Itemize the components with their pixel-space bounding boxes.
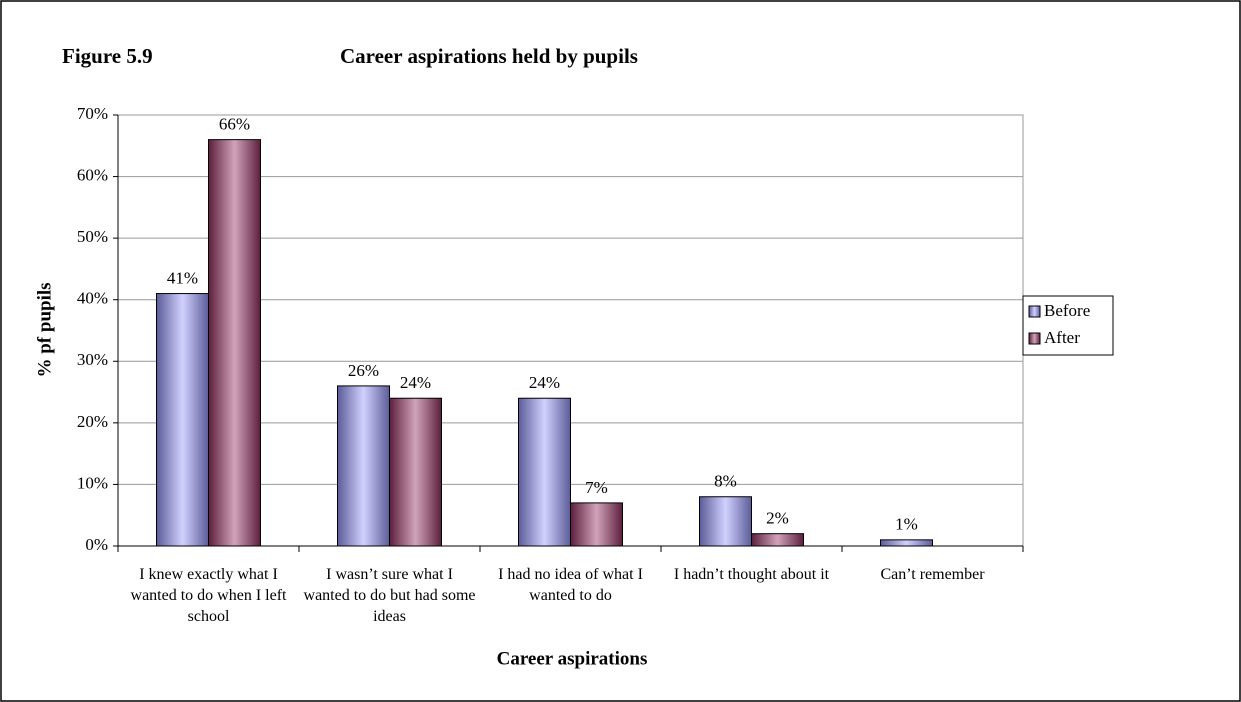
x-tick-label: I hadn’t thought about it: [673, 566, 830, 583]
y-tick-label: 60%: [77, 165, 108, 184]
x-tick-label: I wasn’t sure what I wanted to do but ha…: [303, 566, 476, 625]
bar: [570, 502, 623, 547]
data-label: 26%: [348, 361, 379, 380]
data-label: 41%: [167, 268, 198, 287]
data-label: 7%: [585, 478, 608, 497]
bar: [751, 533, 804, 547]
x-tick-label: Can’t remember: [880, 566, 985, 583]
data-label: 24%: [400, 373, 431, 392]
y-tick-label: 40%: [77, 289, 108, 308]
y-tick-label: 30%: [77, 350, 108, 369]
y-axis-label: % pf pupils: [34, 282, 55, 377]
data-label: 8%: [714, 472, 737, 491]
legend-label: Before: [1044, 301, 1090, 320]
data-label: 2%: [766, 509, 789, 528]
data-label: 66%: [219, 115, 250, 134]
bar: [880, 539, 933, 547]
figure-label: Figure 5.9: [62, 44, 153, 68]
x-axis-label: Career aspirations: [497, 648, 648, 669]
legend-swatch: [1028, 305, 1041, 318]
y-tick-label: 0%: [85, 535, 108, 554]
legend-label: After: [1044, 328, 1080, 347]
bar: [389, 397, 442, 547]
bar: [208, 139, 261, 547]
x-tick-label: I knew exactly what I wanted to do when …: [130, 566, 287, 625]
data-label: 1%: [895, 515, 918, 534]
legend-swatch: [1028, 332, 1041, 345]
x-tick-label: I had no idea of what I wanted to do: [498, 566, 643, 604]
data-label: 24%: [529, 373, 560, 392]
bar: [699, 496, 752, 547]
bar: [518, 397, 571, 547]
bar: [337, 385, 390, 547]
bar: [156, 293, 209, 547]
chart-title: Career aspirations held by pupils: [340, 44, 638, 68]
y-tick-label: 20%: [77, 412, 108, 431]
y-tick-label: 70%: [77, 104, 108, 123]
y-tick-label: 50%: [77, 227, 108, 246]
y-tick-label: 10%: [77, 473, 108, 492]
